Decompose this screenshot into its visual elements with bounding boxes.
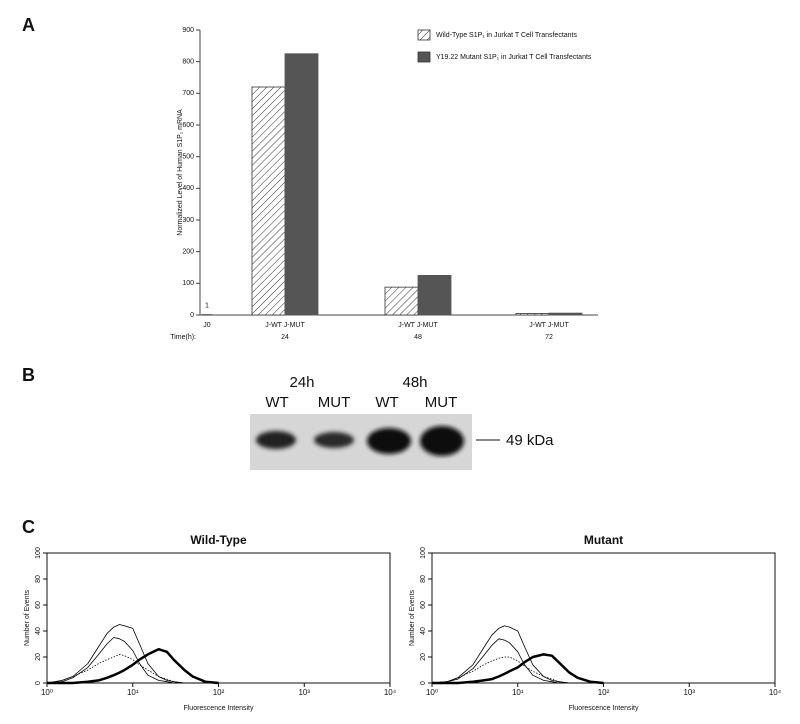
- y-tick-label: 400: [182, 185, 194, 192]
- x-tick-label: 10³: [298, 688, 310, 697]
- y-tick-label: 20: [420, 653, 427, 661]
- histogram-line: [431, 625, 604, 684]
- bar: [548, 312, 583, 316]
- time-row-label: Time(h):: [170, 334, 196, 341]
- y-tick-label: 300: [182, 217, 194, 224]
- x-tick-label: 10³: [683, 688, 695, 697]
- panel-label: A: [22, 15, 35, 35]
- legend-label: Wild-Type S1P₁ in Jurkat T Cell Transfec…: [436, 32, 577, 39]
- y-tick-label: 100: [182, 280, 194, 287]
- histogram-line: [46, 624, 219, 684]
- x-axis-label: Fluorescence Intensity: [183, 705, 254, 712]
- y-tick-label: 0: [420, 681, 427, 685]
- panel-label: C: [22, 517, 35, 537]
- y-tick-label: 40: [420, 627, 427, 635]
- y-tick-label: 0: [190, 312, 194, 319]
- histogram-line: [46, 654, 219, 684]
- time-label: 24: [281, 334, 289, 341]
- value-label: 1: [205, 303, 209, 310]
- x-tick-label: 10²: [598, 688, 610, 697]
- y-axis-label: Number of Events: [24, 589, 31, 646]
- x-tick-label: 10⁴: [384, 688, 397, 697]
- blot-marker: 49 kDa: [506, 432, 554, 449]
- blot-lane: WT: [375, 394, 398, 411]
- y-tick-label: 80: [35, 575, 42, 583]
- y-tick-label: 700: [182, 90, 194, 97]
- legend-swatch: [417, 29, 431, 41]
- chart-title: Mutant: [584, 533, 623, 547]
- y-tick-label: 0: [35, 681, 42, 685]
- bar: [284, 53, 319, 316]
- blot-lane: MUT: [425, 394, 458, 411]
- x-tick-label: 10⁰: [41, 688, 53, 697]
- bar: [251, 86, 286, 316]
- x-tick-label: J-WT J-MUT: [265, 322, 305, 329]
- y-tick-label: 800: [182, 59, 194, 66]
- y-tick-label: 60: [35, 601, 42, 609]
- histogram-line: [432, 653, 604, 685]
- x-tick-label: 10⁴: [769, 688, 782, 697]
- x-tick-label: 10¹: [127, 688, 139, 697]
- x-tick-label: J0: [203, 322, 211, 329]
- plot-frame: [431, 552, 776, 684]
- histogram-line: [431, 638, 604, 684]
- y-tick-label: 20: [35, 653, 42, 661]
- blot-time: 48h: [402, 374, 427, 391]
- bar: [384, 286, 419, 316]
- blot-time: 24h: [289, 374, 314, 391]
- y-tick-label: 100: [420, 547, 427, 559]
- legend-label: Y19.22 Mutant S1P₁ in Jurkat T Cell Tran…: [436, 54, 592, 61]
- x-tick-label: J-WT J-MUT: [529, 322, 569, 329]
- bar: [515, 313, 550, 316]
- y-axis-label: Number of Events: [409, 589, 416, 646]
- histogram-line: [431, 656, 604, 684]
- time-label: 48: [414, 334, 422, 341]
- blot-lane: WT: [265, 394, 288, 411]
- y-tick-label: 60: [420, 601, 427, 609]
- plot-frame: [46, 552, 391, 684]
- panel-label: B: [22, 365, 35, 385]
- time-label: 72: [545, 334, 553, 341]
- y-tick-label: 200: [182, 249, 194, 256]
- y-tick-label: 40: [35, 627, 42, 635]
- legend-swatch: [417, 51, 431, 63]
- x-tick-label: 10²: [213, 688, 225, 697]
- bar: [417, 275, 452, 316]
- chart-title: Wild-Type: [190, 533, 247, 547]
- blot-bands: [256, 426, 464, 456]
- y-tick-label: 500: [182, 154, 194, 161]
- x-tick-label: 10¹: [512, 688, 524, 697]
- x-axis-label: Fluorescence Intensity: [568, 705, 639, 712]
- histogram-line: [47, 647, 219, 685]
- y-tick-label: 900: [182, 27, 194, 34]
- x-tick-label: J-WT J-MUT: [398, 322, 438, 329]
- x-tick-label: 10⁰: [426, 688, 438, 697]
- y-tick-label: 600: [182, 122, 194, 129]
- y-tick-label: 80: [420, 575, 427, 583]
- y-axis-label: Normalized Level of Human S1P₁ mRNA: [177, 109, 184, 236]
- blot-lane: MUT: [318, 394, 351, 411]
- y-tick-label: 100: [35, 547, 42, 559]
